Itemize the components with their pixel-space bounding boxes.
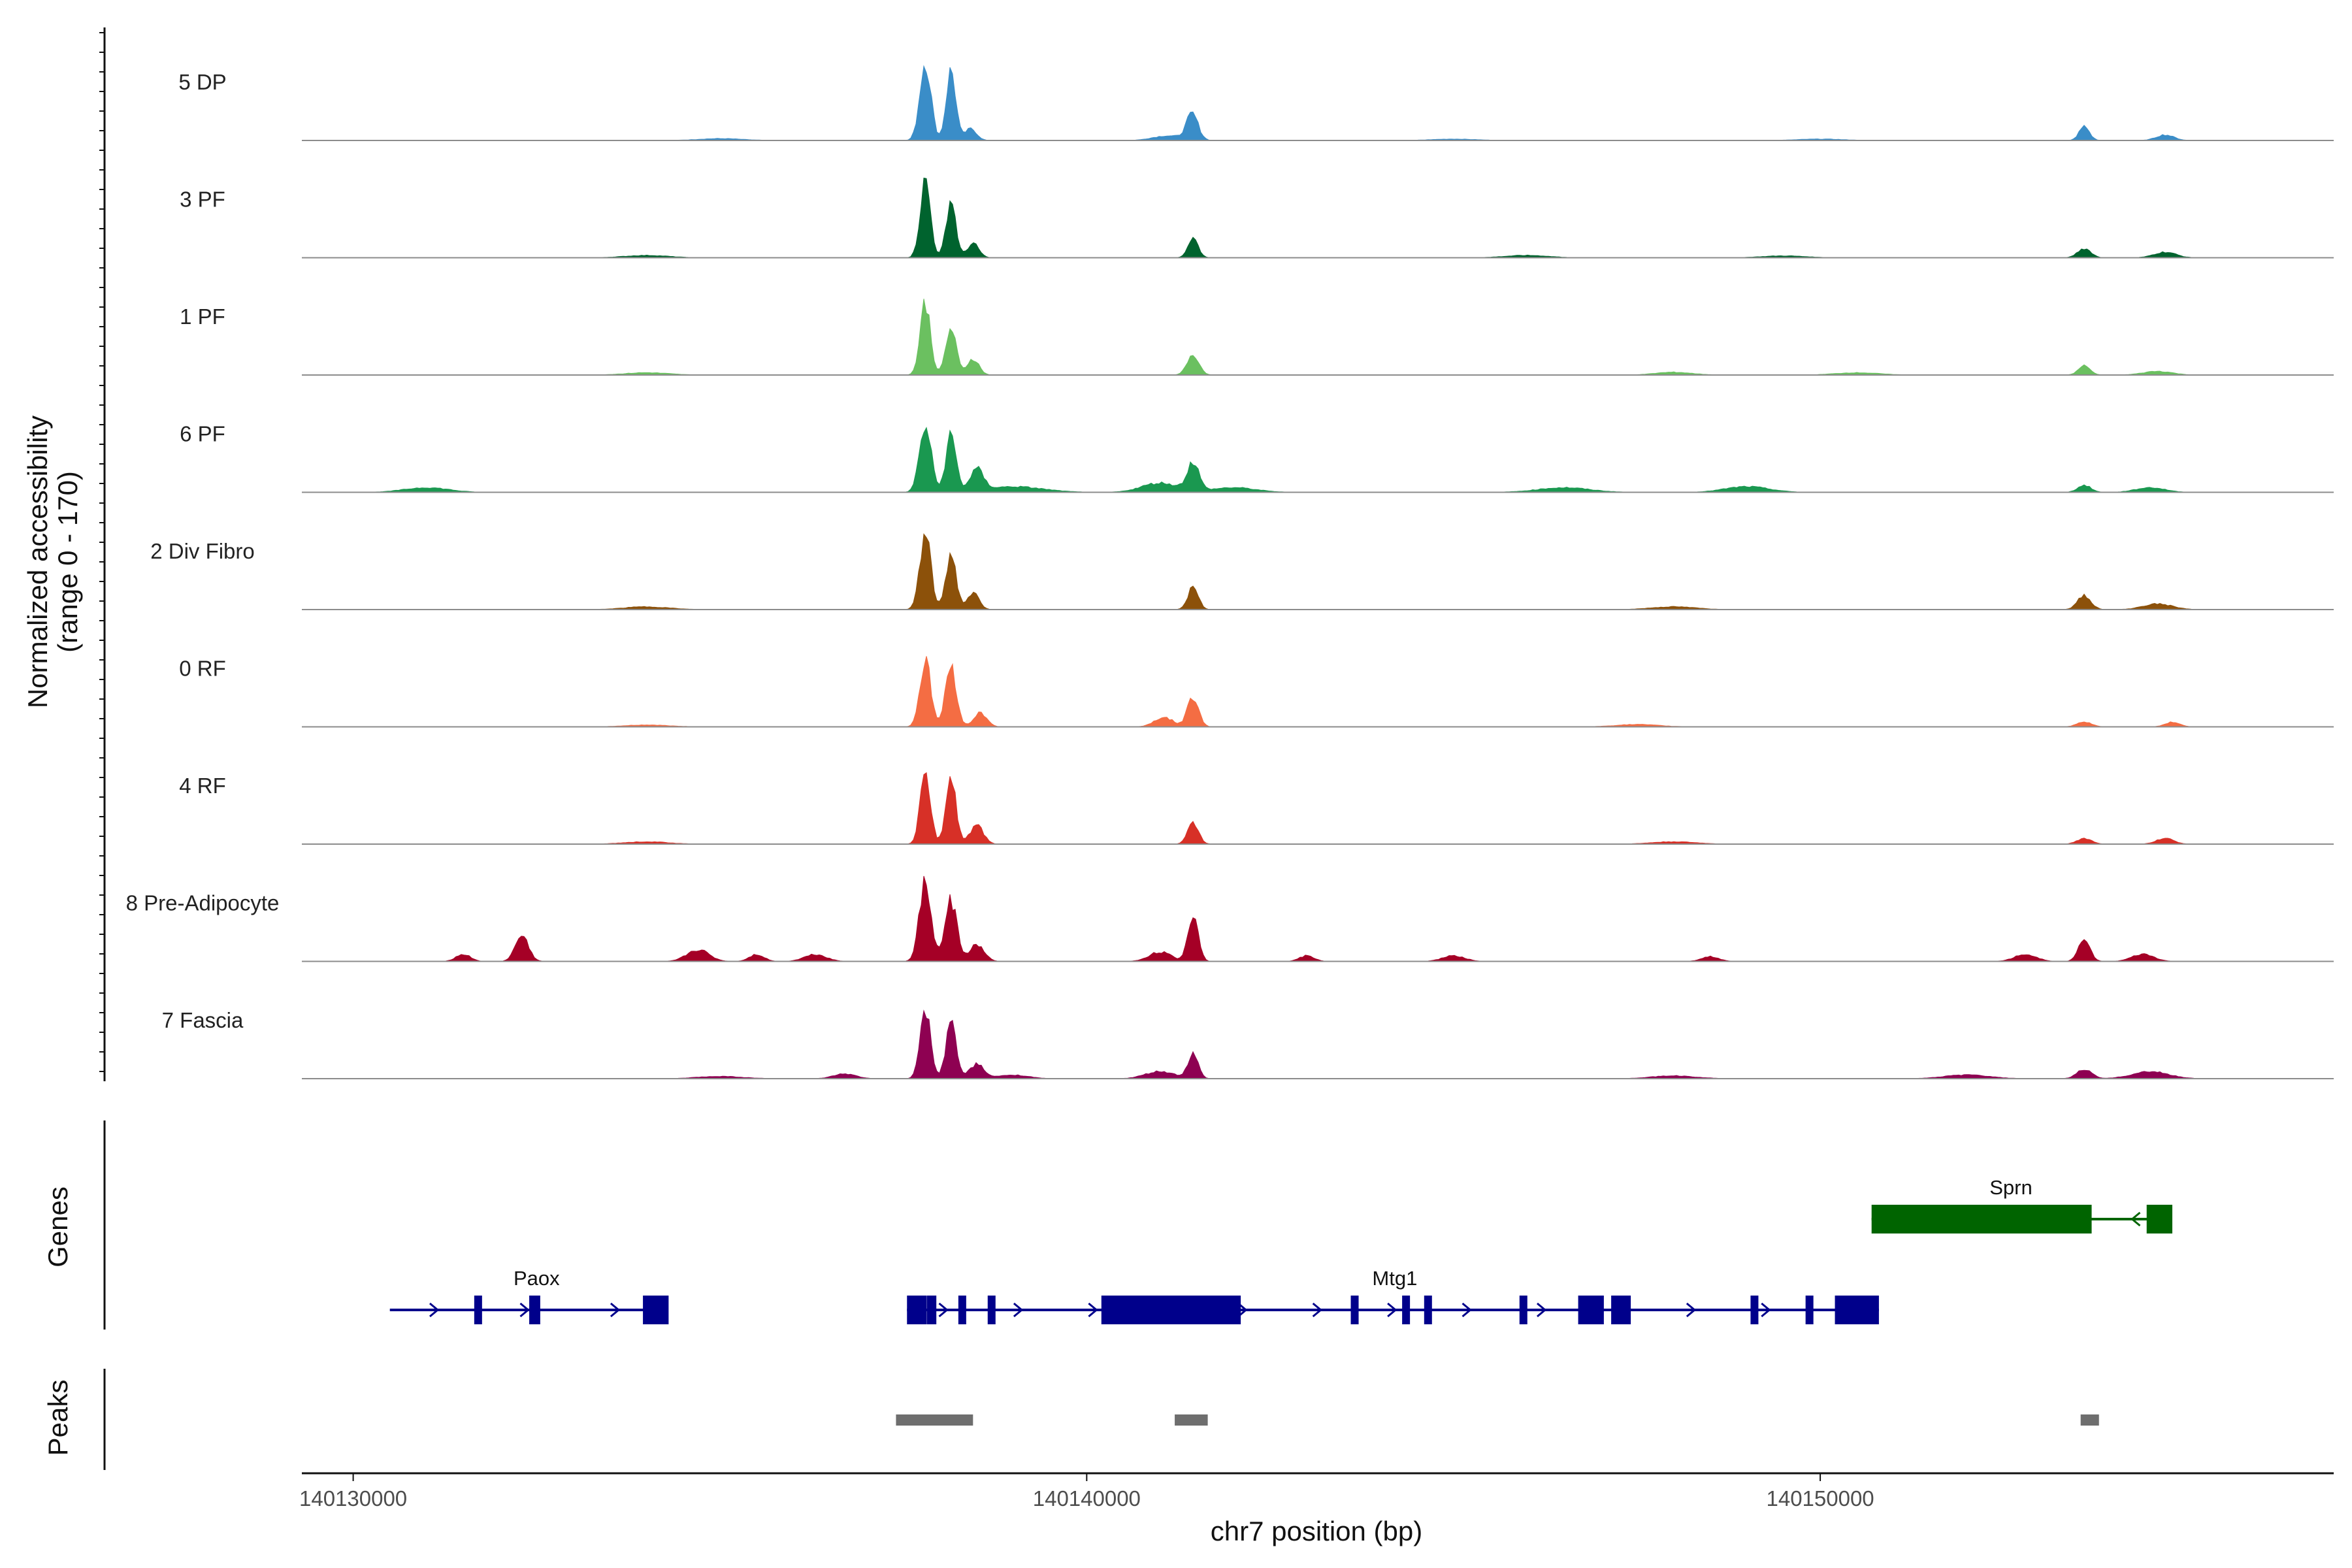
gene-exon (1101, 1296, 1241, 1324)
strand-chevron (938, 1302, 949, 1318)
track-7-fascia: 7 Fascia (162, 1008, 2334, 1079)
track-3-pf: 3 PF (180, 177, 2334, 259)
track-label: 2 Div Fibro (150, 539, 255, 563)
coverage-area (302, 875, 2334, 962)
gene-exon (1871, 1205, 2092, 1233)
strand-chevron (1462, 1302, 1472, 1318)
gene-exon (958, 1296, 966, 1324)
peaks-track-title: Peaks (42, 1380, 73, 1456)
strand-chevron (1536, 1302, 1547, 1318)
gene-exon (1350, 1296, 1359, 1324)
strand-chevron (1312, 1302, 1322, 1318)
gene-exon (474, 1296, 482, 1324)
peaks-layer (896, 1414, 2099, 1426)
track-4-rf: 4 RF (179, 772, 2334, 845)
track-label: 7 Fascia (162, 1008, 244, 1032)
gene-exon (529, 1296, 540, 1324)
peak-region (1175, 1414, 1208, 1426)
strand-chevron (519, 1302, 530, 1318)
gene-name-label: Paox (514, 1267, 560, 1290)
y-axis-range: (range 0 - 170) (52, 471, 83, 653)
strand-chevron (1088, 1302, 1098, 1318)
coverage-area (302, 533, 2334, 610)
gene-exon (1578, 1296, 1604, 1324)
track-label: 5 DP (178, 70, 226, 94)
track-label: 6 PF (180, 422, 225, 446)
track-0-rf: 0 RF (179, 656, 2334, 728)
track-label: 1 PF (180, 304, 225, 329)
gene-mtg1: Mtg1 (907, 1267, 1879, 1324)
track-5-dp: 5 DP (178, 65, 2334, 141)
peak-region (2080, 1414, 2099, 1426)
gene-paox: Paox (389, 1267, 669, 1324)
coverage-area (302, 656, 2334, 727)
gene-exon (987, 1296, 996, 1324)
strand-chevron (429, 1302, 440, 1318)
peak-region (896, 1414, 973, 1426)
genes-layer: Paox Mtg1 Sprn (389, 1176, 2172, 1324)
track-label: 0 RF (179, 657, 226, 681)
coverage-layer: 5 DP 3 PF 1 PF 6 PF 2 Div Fibro 0 RF 4 RF 8 Pre… (126, 65, 2334, 1079)
track-2-div-fibro: 2 Div Fibro (150, 533, 2334, 610)
strand-chevron (1686, 1302, 1697, 1318)
track-6-pf: 6 PF (180, 422, 2334, 493)
coverage-area (302, 1009, 2334, 1079)
strand-chevron (2131, 1211, 2141, 1227)
strand-chevron (1761, 1302, 1771, 1318)
genes-track-title: Genes (42, 1186, 73, 1267)
track-1-pf: 1 PF (180, 299, 2334, 376)
coverage-area (302, 427, 2334, 493)
gene-exon (1835, 1296, 1879, 1324)
gene-exon (1750, 1296, 1759, 1324)
gene-name-label: Sprn (1989, 1176, 2032, 1199)
coverage-area (302, 772, 2334, 845)
axes-layer: 140130000 140140000 140150000 (99, 27, 2334, 1511)
y-axis-title: Normalized accessibility (22, 416, 53, 708)
x-tick-label: 140140000 (1033, 1486, 1141, 1511)
gene-exon (926, 1296, 937, 1324)
gene-exon (1805, 1296, 1814, 1324)
strand-chevron (1237, 1302, 1248, 1318)
gene-exon (1402, 1296, 1411, 1324)
gene-exon (1519, 1296, 1527, 1324)
strand-chevron (1387, 1302, 1397, 1318)
track-label: 3 PF (180, 188, 225, 212)
gene-name-label: Mtg1 (1372, 1267, 1417, 1290)
strand-chevron (1013, 1302, 1024, 1318)
track-label: 8 Pre-Adipocyte (126, 891, 280, 915)
coverage-area (302, 177, 2334, 258)
x-axis-title: chr7 position (bp) (1211, 1516, 1423, 1546)
gene-exon (1424, 1296, 1432, 1324)
gene-exon (643, 1296, 669, 1324)
coverage-area (302, 299, 2334, 376)
x-tick-label: 140130000 (299, 1486, 407, 1511)
track-label: 4 RF (179, 774, 226, 798)
gene-exon (1611, 1296, 1631, 1324)
gene-exon (2146, 1205, 2172, 1233)
gene-sprn: Sprn (1871, 1176, 2172, 1233)
track-8-pre-adipocyte: 8 Pre-Adipocyte (126, 875, 2334, 962)
strand-chevron (610, 1302, 621, 1318)
coverage-area (302, 65, 2334, 141)
x-tick-label: 140150000 (1766, 1486, 1874, 1511)
gene-exon (907, 1296, 927, 1324)
